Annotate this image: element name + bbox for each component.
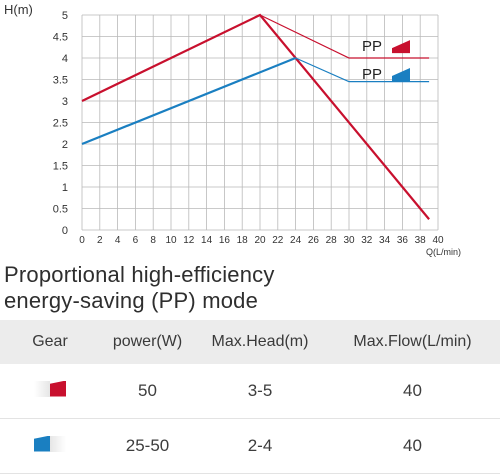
y-tick-label: 0 <box>62 225 68 237</box>
section-title: Proportional high-efficiency energy-savi… <box>4 262 500 314</box>
header-max-flow: Max.Flow(L/min) <box>353 333 472 350</box>
legend-swatch-1 <box>392 68 410 82</box>
flow-cell: 40 <box>403 381 422 400</box>
x-tick-label: 38 <box>415 235 427 246</box>
y-tick-label: 2.5 <box>53 118 68 130</box>
y-tick-label: 3 <box>62 96 68 108</box>
gear-cell <box>0 380 100 402</box>
x-tick-label: 10 <box>165 235 177 246</box>
specs-table-header: Gear power(W) Max.Head(m) Max.Flow(L/min… <box>0 320 500 364</box>
x-tick-label: 12 <box>183 235 195 246</box>
y-tick-label: 1 <box>62 182 68 194</box>
y-tick-label: 2 <box>62 139 68 151</box>
x-tick-label: 34 <box>379 235 391 246</box>
series-pp-line-0 <box>259 14 430 59</box>
legend-label-1: PP <box>362 66 382 83</box>
x-tick-label: 26 <box>308 235 320 246</box>
x-tick-label: 20 <box>254 235 266 246</box>
x-tick-label: 30 <box>343 235 355 246</box>
y-tick-label: 3.5 <box>53 75 68 87</box>
header-power: power(W) <box>112 333 183 350</box>
x-tick-label: 4 <box>115 235 121 246</box>
x-tick-label: 6 <box>133 235 139 246</box>
series-line-1 <box>81 56 297 146</box>
header-max-head: Max.Head(m) <box>211 333 309 350</box>
y-tick-label: 0.5 <box>53 204 68 216</box>
x-tick-label: 8 <box>150 235 156 246</box>
table-row: 50 3-5 40 <box>0 364 500 419</box>
red-gear-icon <box>34 380 66 397</box>
legend-label-0: PP <box>362 38 382 55</box>
x-tick-label: 2 <box>97 235 103 246</box>
x-tick-label: 18 <box>237 235 249 246</box>
x-tick-label: 24 <box>290 235 302 246</box>
legend-swatch-0 <box>392 40 410 54</box>
specs-table: Gear power(W) Max.Head(m) Max.Flow(L/min… <box>0 320 500 474</box>
x-tick-label: 0 <box>79 235 85 246</box>
gear-cell <box>0 435 100 457</box>
series-pp-line-1 <box>295 57 430 83</box>
head-cell: 2-4 <box>247 436 273 455</box>
x-tick-label: 28 <box>326 235 338 246</box>
x-tick-label: 40 <box>432 235 444 246</box>
power-cell: 50 <box>138 381 157 400</box>
y-tick-label: 4 <box>62 53 68 65</box>
x-axis-label: Q(L/min) <box>426 247 461 257</box>
y-tick-label: 4.5 <box>53 32 68 44</box>
power-cell: 25-50 <box>125 436 170 455</box>
x-tick-label: 22 <box>272 235 284 246</box>
x-tick-label: 16 <box>219 235 231 246</box>
section-title-line-2: energy-saving (PP) mode <box>4 288 259 313</box>
x-tick-label: 36 <box>397 235 409 246</box>
y-axis-label: H(m) <box>4 2 33 17</box>
pump-curve-chart: 0 2 4 6 8 10 12 14 16 18 20 22 24 26 28 30 32 34 36 38 4000.… <box>4 2 461 257</box>
flow-cell: 40 <box>403 436 422 455</box>
head-cell: 3-5 <box>247 381 273 400</box>
x-tick-label: 32 <box>361 235 373 246</box>
x-tick-label: 14 <box>201 235 213 246</box>
y-tick-label: 1.5 <box>53 161 68 173</box>
section-title-line-1: Proportional high-efficiency <box>4 262 275 287</box>
table-row: 25-50 2-4 40 <box>0 419 500 474</box>
y-tick-label: 5 <box>62 10 68 22</box>
header-gear: Gear <box>32 333 68 350</box>
